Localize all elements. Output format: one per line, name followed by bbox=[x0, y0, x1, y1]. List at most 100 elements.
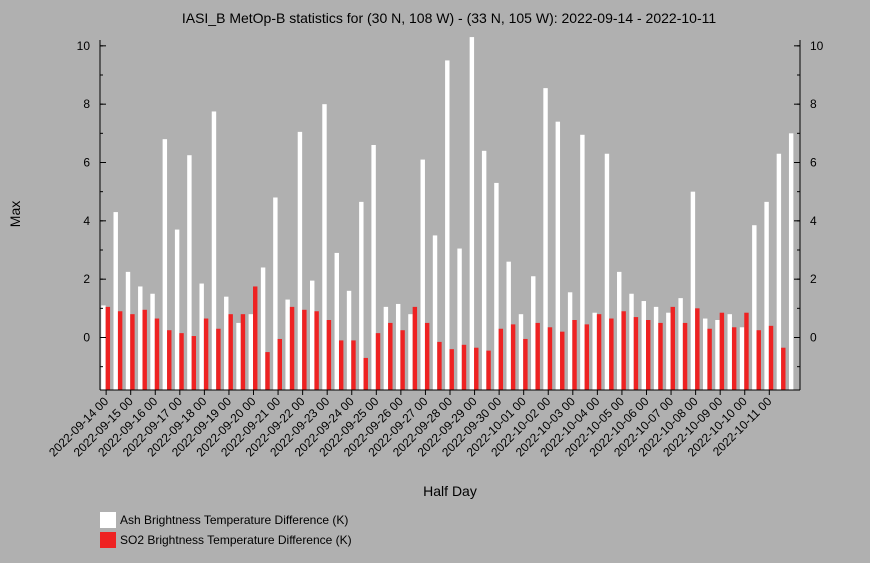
ash-bar bbox=[715, 320, 720, 390]
so2-bar bbox=[633, 317, 639, 390]
ash-bar bbox=[359, 201, 364, 391]
ash-bar bbox=[506, 261, 511, 390]
ash-bar bbox=[150, 293, 155, 390]
so2-bar bbox=[167, 330, 172, 390]
so2-bar bbox=[744, 312, 749, 390]
so2-bar bbox=[228, 314, 233, 390]
so2-bar bbox=[572, 320, 577, 390]
so2-bar bbox=[498, 328, 504, 390]
so2-bar bbox=[646, 320, 651, 390]
ash-bar bbox=[739, 327, 745, 390]
legend-label-so2: SO2 Brightness Temperature Difference (K… bbox=[120, 533, 352, 547]
so2-bar bbox=[105, 306, 111, 391]
ash-bar bbox=[260, 267, 266, 390]
so2-bar bbox=[240, 314, 246, 390]
ash-bar bbox=[531, 276, 536, 390]
ash-bar bbox=[420, 159, 425, 390]
ash-bar bbox=[162, 139, 168, 390]
ash-bar bbox=[224, 296, 229, 390]
so2-bar bbox=[535, 322, 540, 390]
ash-bar bbox=[432, 235, 438, 390]
ash-bar bbox=[101, 305, 106, 390]
ash-bar bbox=[727, 314, 732, 390]
ash-bar bbox=[469, 37, 475, 390]
so2-bar bbox=[547, 327, 553, 390]
ash-bar bbox=[187, 155, 192, 390]
so2-bar bbox=[486, 350, 491, 391]
so2-bar bbox=[658, 322, 663, 390]
so2-bar bbox=[326, 320, 332, 390]
so2-bar bbox=[338, 340, 344, 390]
ash-bar bbox=[445, 60, 450, 391]
so2-bar bbox=[707, 328, 712, 390]
so2-bar bbox=[719, 312, 725, 390]
legend-swatch-so2 bbox=[100, 532, 116, 548]
so2-bar bbox=[375, 333, 381, 391]
ash-bar bbox=[408, 314, 413, 390]
so2-bar bbox=[117, 311, 123, 390]
ash-bar bbox=[125, 271, 131, 391]
so2-bar bbox=[474, 347, 479, 390]
ash-bar bbox=[764, 201, 769, 391]
chart-title: IASI_B MetOp-B statistics for (30 N, 108… bbox=[182, 10, 717, 26]
ash-bar bbox=[580, 134, 585, 390]
so2-bar bbox=[388, 322, 393, 390]
y-tick-label-right: 0 bbox=[810, 331, 817, 345]
so2-bar bbox=[154, 318, 160, 390]
y-tick-label-right: 8 bbox=[810, 97, 817, 111]
so2-bar bbox=[781, 347, 786, 390]
ash-bar bbox=[199, 283, 204, 390]
ash-bar bbox=[604, 153, 610, 390]
so2-bar bbox=[621, 311, 626, 390]
y-tick-label-left: 8 bbox=[83, 97, 90, 111]
ash-bar bbox=[690, 191, 696, 390]
y-tick-label-left: 4 bbox=[83, 214, 90, 228]
so2-bar bbox=[412, 306, 418, 391]
ash-bar bbox=[653, 306, 659, 391]
so2-bar bbox=[731, 327, 737, 390]
ash-bar bbox=[371, 145, 376, 390]
legend-swatch-ash bbox=[100, 512, 116, 528]
ash-bar bbox=[752, 225, 757, 390]
so2-bar bbox=[424, 322, 430, 390]
y-tick-label-right: 4 bbox=[810, 214, 817, 228]
so2-bar bbox=[265, 352, 270, 390]
ash-bar bbox=[776, 153, 782, 390]
ash-bar bbox=[457, 248, 462, 390]
so2-bar bbox=[302, 309, 307, 390]
y-tick-label-left: 6 bbox=[83, 156, 90, 170]
so2-bar bbox=[351, 340, 356, 390]
so2-bar bbox=[437, 341, 442, 391]
y-tick-label-left: 2 bbox=[83, 272, 90, 286]
so2-bar bbox=[461, 344, 467, 390]
so2-bar bbox=[179, 333, 184, 391]
ash-bar bbox=[543, 88, 548, 391]
so2-bar bbox=[596, 314, 602, 390]
y-axis-label: Max bbox=[7, 201, 23, 227]
ash-bar bbox=[555, 121, 561, 391]
ash-bar bbox=[248, 314, 254, 390]
ash-bar bbox=[383, 306, 389, 391]
legend-label-ash: Ash Brightness Temperature Difference (K… bbox=[120, 513, 348, 527]
so2-bar bbox=[216, 328, 221, 390]
so2-bar bbox=[768, 325, 774, 390]
ash-bar bbox=[567, 292, 573, 390]
so2-bar bbox=[523, 338, 528, 390]
so2-bar bbox=[314, 311, 319, 390]
ash-bar bbox=[788, 133, 794, 390]
so2-bar bbox=[449, 349, 454, 390]
ash-bar bbox=[481, 150, 487, 390]
ash-bar bbox=[702, 318, 708, 390]
ash-bar bbox=[285, 299, 290, 390]
y-tick-label-right: 2 bbox=[810, 272, 817, 286]
ash-bar bbox=[236, 322, 241, 390]
ash-bar bbox=[211, 111, 217, 391]
so2-bar bbox=[130, 314, 135, 390]
so2-bar bbox=[609, 318, 614, 390]
ash-bar bbox=[273, 197, 278, 390]
legend: Ash Brightness Temperature Difference (K… bbox=[100, 512, 352, 548]
so2-bar bbox=[695, 308, 700, 390]
ash-bar bbox=[518, 314, 524, 390]
